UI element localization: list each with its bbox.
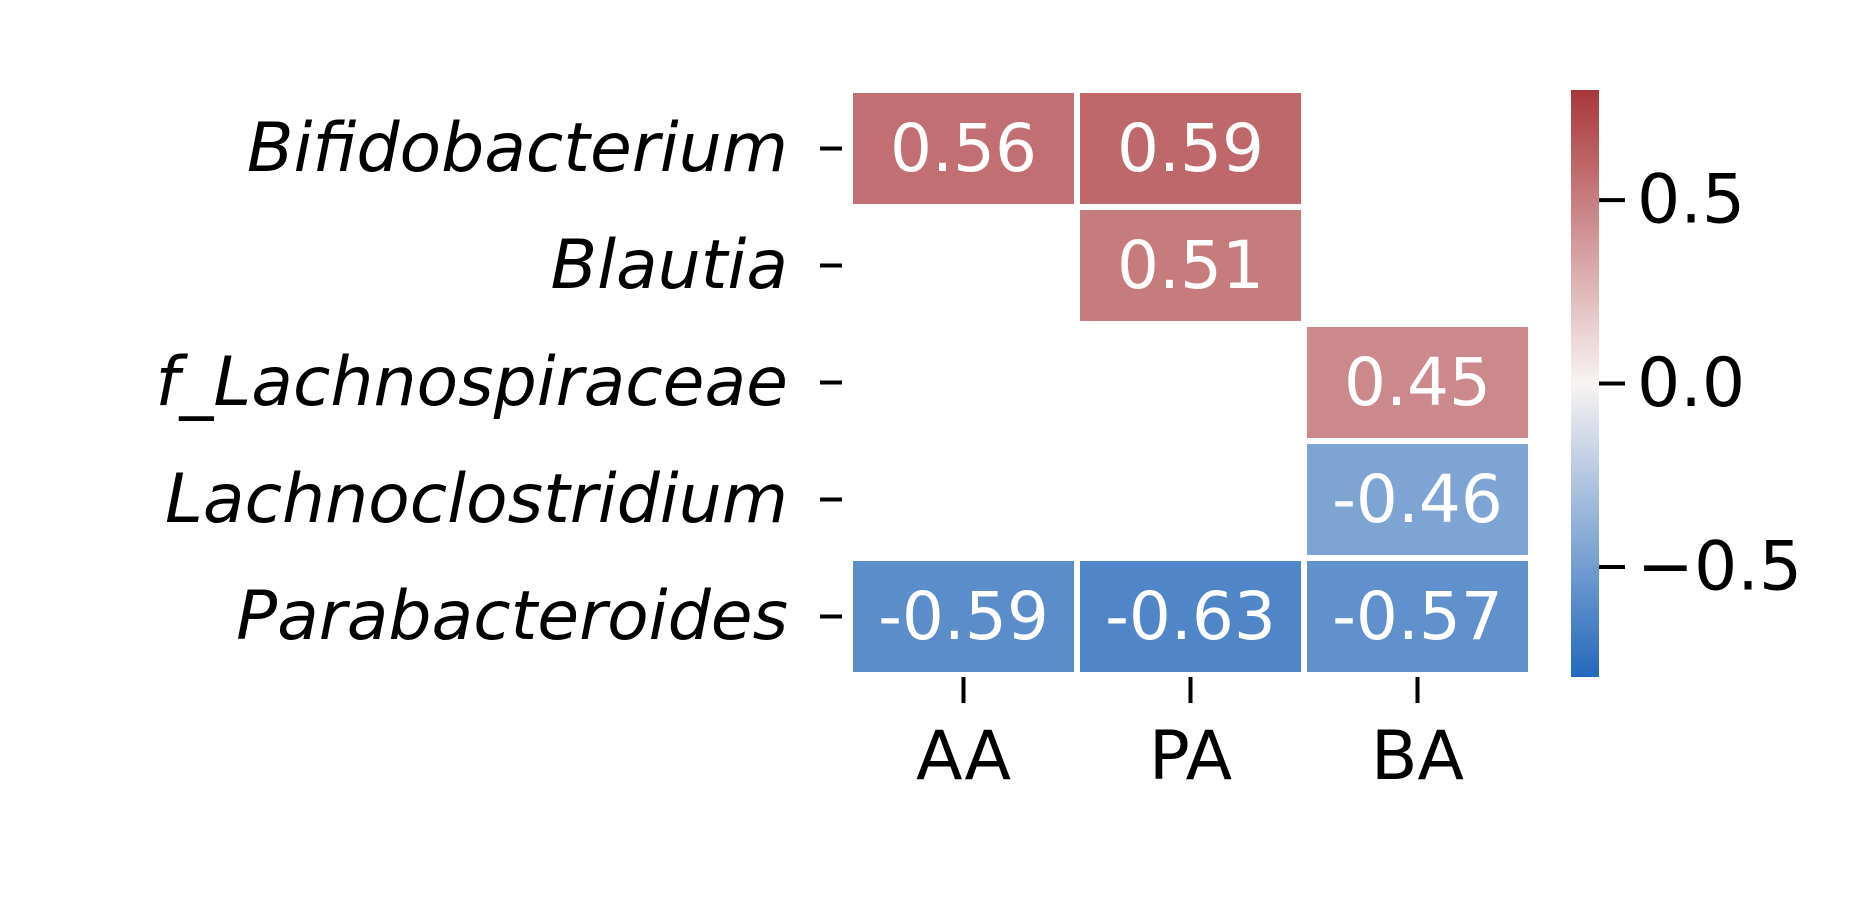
heatmap-cells: [853, 93, 1528, 672]
colorbar-ticks: 0.5 0.0 −0.5: [1599, 161, 1802, 606]
x-axis-labels: AA PA BA: [916, 677, 1464, 796]
colorbar-tick-label: 0.0: [1637, 344, 1745, 423]
x-tick-label: PA: [1149, 717, 1232, 796]
y-tick-label: Parabacteroides: [236, 577, 788, 656]
cell-value-label: -0.46: [1332, 461, 1503, 538]
cell-value-label: 0.45: [1344, 344, 1491, 421]
y-tick-label: Blautia: [550, 226, 788, 305]
heatmap-cell: [1080, 93, 1301, 204]
cell-value-label: 0.59: [1117, 110, 1264, 187]
y-axis-labels: Bifidobacterium Blautia f_Lachnospiraceae L…: [155, 109, 842, 656]
heatmap-cell: [1307, 444, 1528, 555]
x-tick-label: AA: [916, 717, 1011, 796]
cell-value-label: -0.59: [878, 578, 1049, 655]
y-tick-label: f_Lachnospiraceae: [155, 343, 788, 422]
colorbar-tick-label: −0.5: [1637, 527, 1802, 606]
heatmap-cell: [853, 93, 1074, 204]
heatmap-cell: [1080, 561, 1301, 672]
cell-annotations: 0.56 0.59 0.51 0.45 -0.46 -0.59 -0.63 -0.57: [878, 110, 1503, 655]
cell-value-label: -0.63: [1105, 578, 1276, 655]
colorbar: [1571, 90, 1599, 677]
heatmap-cell: [1080, 210, 1301, 321]
x-tick-label: BA: [1371, 717, 1464, 796]
colorbar-tick-label: 0.5: [1637, 161, 1745, 240]
heatmap-cell: [853, 561, 1074, 672]
cell-value-label: -0.57: [1332, 578, 1503, 655]
y-tick-label: Bifidobacterium: [247, 109, 788, 188]
cell-value-label: 0.56: [890, 110, 1037, 187]
heatmap-cell: [1307, 327, 1528, 438]
heatmap-cell: [1307, 561, 1528, 672]
y-tick-label: Lachnoclostridium: [165, 460, 788, 539]
cell-value-label: 0.51: [1117, 227, 1264, 304]
